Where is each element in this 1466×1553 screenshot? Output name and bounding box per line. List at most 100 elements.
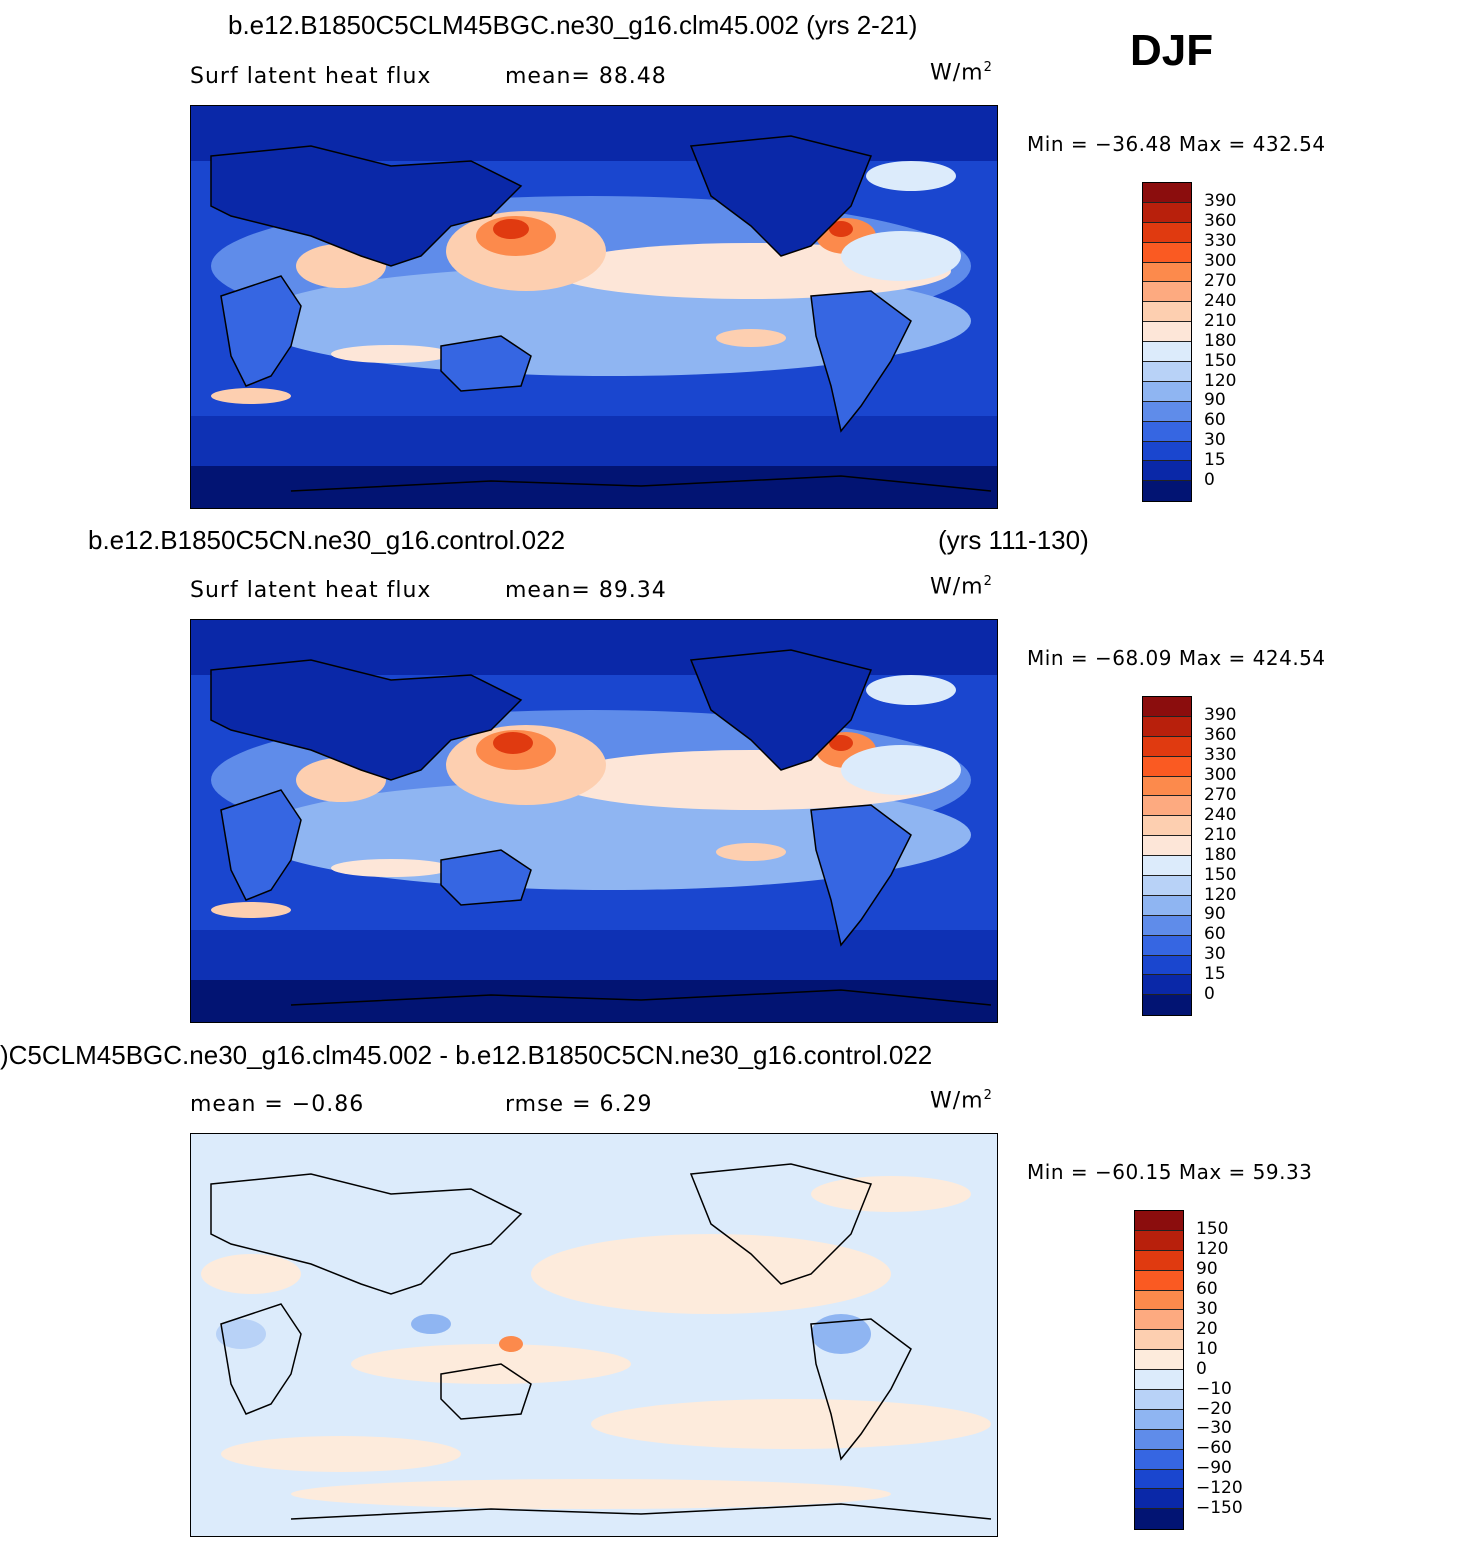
colorbar-box xyxy=(1143,282,1191,303)
colorbar-box xyxy=(1135,1469,1183,1490)
colorbar-box xyxy=(1135,1310,1183,1331)
colorbar-label: 360 xyxy=(1204,725,1237,746)
colorbar-box xyxy=(1143,322,1191,343)
colorbar-label: 180 xyxy=(1204,330,1237,351)
colorbar-box xyxy=(1135,1350,1183,1371)
colorbar-box xyxy=(1143,481,1191,502)
colorbar-label: 60 xyxy=(1204,924,1226,945)
colorbar-label: 210 xyxy=(1204,310,1237,331)
panel2-mean: mean= 89.34 xyxy=(505,578,667,603)
colorbar-box xyxy=(1143,421,1191,442)
colorbar-box xyxy=(1135,1370,1183,1391)
panel1-variable: Surf latent heat flux xyxy=(190,64,432,89)
colorbar-box xyxy=(1143,222,1191,243)
colorbar-box xyxy=(1143,955,1191,976)
colorbar-label: 240 xyxy=(1204,290,1237,311)
colorbar-box xyxy=(1143,995,1191,1016)
colorbar-box xyxy=(1135,1270,1183,1291)
colorbar-label: 270 xyxy=(1204,785,1237,805)
colorbar-label: 30 xyxy=(1204,944,1226,965)
colorbar-box xyxy=(1143,697,1191,717)
colorbar-box xyxy=(1143,302,1191,323)
colorbar-label: 330 xyxy=(1204,745,1237,766)
colorbar-box xyxy=(1143,756,1191,777)
colorbar-box xyxy=(1143,461,1191,482)
colorbar-label: 30 xyxy=(1204,430,1226,451)
colorbar-label: 60 xyxy=(1204,410,1226,431)
colorbar-box xyxy=(1143,796,1191,817)
season-label: DJF xyxy=(1130,26,1214,75)
colorbar-label: 180 xyxy=(1204,844,1237,865)
colorbar-box xyxy=(1143,816,1191,837)
colorbar-label: 390 xyxy=(1204,191,1237,212)
panel1-mean: mean= 88.48 xyxy=(505,64,667,89)
panel2-title-right: (yrs 111-130) xyxy=(938,525,1089,555)
panel2-units: W/m2 xyxy=(930,574,993,600)
colorbar-box xyxy=(1135,1429,1183,1450)
colorbar-label: 150 xyxy=(1204,350,1237,371)
colorbar-label: −120 xyxy=(1196,1478,1243,1499)
colorbar-box xyxy=(1143,262,1191,283)
colorbar-label: −20 xyxy=(1196,1398,1232,1419)
colorbar-boxes xyxy=(1134,1210,1184,1531)
colorbar-label: −60 xyxy=(1196,1438,1232,1459)
panel3-title: )C5CLM45BGC.ne30_g16.clm45.002 - b.e12.B… xyxy=(0,1040,933,1070)
colorbar-box xyxy=(1135,1290,1183,1311)
colorbar-label: 390 xyxy=(1204,705,1237,726)
colorbar-label: −150 xyxy=(1196,1498,1243,1518)
colorbar-box xyxy=(1143,342,1191,363)
colorbar-label: 150 xyxy=(1196,1219,1229,1240)
colorbar-label: 60 xyxy=(1196,1279,1218,1300)
colorbar-label: 90 xyxy=(1204,390,1226,411)
panel1-minmax: Min = −36.48 Max = 432.54 xyxy=(1027,132,1326,156)
colorbar-box xyxy=(1143,202,1191,223)
colorbar-label: −30 xyxy=(1196,1418,1232,1439)
panel3-minmax: Min = −60.15 Max = 59.33 xyxy=(1027,1160,1313,1184)
colorbar-box xyxy=(1135,1449,1183,1470)
panel3-mean: mean = −0.86 xyxy=(190,1092,365,1117)
panel2-map-field xyxy=(191,620,997,1022)
colorbar-label: 240 xyxy=(1204,804,1237,825)
colorbar-label: −90 xyxy=(1196,1458,1232,1479)
colorbar-label: −10 xyxy=(1196,1378,1232,1399)
colorbar-label: 120 xyxy=(1204,884,1237,905)
colorbar-label: 150 xyxy=(1204,864,1237,885)
panel2-title-left: b.e12.B1850C5CN.ne30_g16.control.022 xyxy=(88,525,566,555)
colorbar-box xyxy=(1143,716,1191,737)
colorbar-label: 360 xyxy=(1204,211,1237,232)
colorbar-box xyxy=(1143,401,1191,422)
colorbar-label: 330 xyxy=(1204,231,1237,252)
colorbar-box xyxy=(1135,1390,1183,1410)
colorbar-label: 120 xyxy=(1204,370,1237,391)
colorbar-label: 30 xyxy=(1196,1299,1218,1319)
colorbar-box xyxy=(1135,1409,1183,1430)
panel1-units: W/m2 xyxy=(930,60,993,86)
colorbar-box xyxy=(1143,876,1191,896)
colorbar-box xyxy=(1143,362,1191,382)
colorbar-label: 300 xyxy=(1204,765,1237,786)
colorbar-box xyxy=(1143,915,1191,936)
colorbar-box xyxy=(1143,895,1191,916)
colorbar-box xyxy=(1143,975,1191,996)
panel1-map xyxy=(190,105,998,509)
colorbar-boxes xyxy=(1142,182,1192,503)
colorbar-label: 300 xyxy=(1204,251,1237,272)
colorbar-box xyxy=(1135,1330,1183,1351)
colorbar-box xyxy=(1143,935,1191,956)
colorbar-label: 10 xyxy=(1196,1338,1218,1359)
colorbar-box xyxy=(1135,1250,1183,1271)
colorbar-box xyxy=(1143,776,1191,797)
panel1-map-field xyxy=(191,106,997,508)
panel2-minmax: Min = −68.09 Max = 424.54 xyxy=(1027,646,1326,670)
colorbar-label: 20 xyxy=(1196,1318,1218,1339)
colorbar-box xyxy=(1143,183,1191,203)
colorbar-box xyxy=(1143,736,1191,757)
colorbar-box xyxy=(1135,1509,1183,1530)
colorbar-label: 210 xyxy=(1204,824,1237,845)
panel3-units: W/m2 xyxy=(930,1088,993,1114)
colorbar-label: 0 xyxy=(1204,984,1215,1004)
colorbar-label: 0 xyxy=(1204,470,1215,490)
panel1-title: b.e12.B1850C5CLM45BGC.ne30_g16.clm45.002… xyxy=(228,10,918,40)
colorbar-box xyxy=(1143,836,1191,857)
colorbar-box xyxy=(1135,1230,1183,1251)
